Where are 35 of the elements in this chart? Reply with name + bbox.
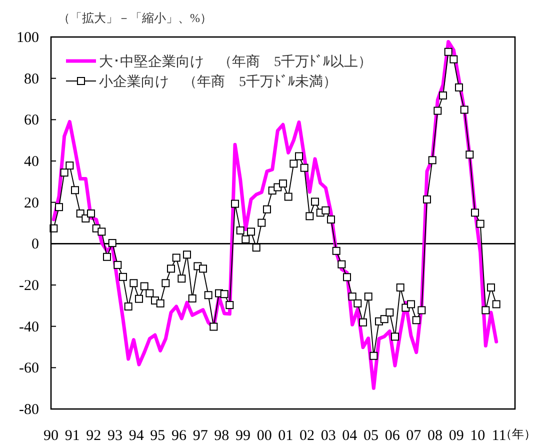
y-tick-label: 40 xyxy=(24,154,39,170)
y-tick-label: 80 xyxy=(24,71,39,88)
x-tick-label: 07 xyxy=(406,428,422,444)
x-tick-label: 02 xyxy=(300,428,314,444)
x-tick-label: 96 xyxy=(172,428,187,444)
y-tick-label: -40 xyxy=(19,319,39,336)
y-tick-label: -60 xyxy=(19,360,39,377)
x-tick-label: 08 xyxy=(428,428,442,444)
x-tick-label: 97 xyxy=(192,428,208,444)
x-tick-label: 05 xyxy=(364,428,378,444)
x-tick-label: 06 xyxy=(384,428,400,444)
x-tick-label: 04 xyxy=(342,428,358,444)
x-tick-label: 95 xyxy=(150,428,166,444)
y-tick-label: -20 xyxy=(19,278,39,294)
x-tick-label: 90 xyxy=(44,428,58,444)
y-tick-label: 100 xyxy=(16,30,39,46)
x-tick-label: 94 xyxy=(128,428,144,444)
legend-label: 小企業向け （年商 5千万ﾄﾞﾙ未満） xyxy=(99,74,337,90)
y-tick-label: 0 xyxy=(32,236,39,253)
x-tick-label: 00 xyxy=(256,428,272,444)
x-tick-label: 09 xyxy=(448,428,464,444)
y-axis-title: （「拡大」－「縮小」、%） xyxy=(58,11,212,25)
x-tick-label: 98 xyxy=(214,428,230,444)
x-tick-label: 11 xyxy=(492,428,506,444)
x-tick-label: 93 xyxy=(108,428,122,444)
x-tick-label: 99 xyxy=(236,428,250,444)
x-tick-label: 01 xyxy=(278,428,294,444)
y-tick-label: -80 xyxy=(19,402,39,418)
y-tick-label: 60 xyxy=(24,112,39,129)
y-tick-label: 20 xyxy=(24,195,39,212)
legend-label: 大･中堅企業向け （年商 5千万ﾄﾞﾙ以上） xyxy=(99,54,372,70)
x-tick-label: 91 xyxy=(64,428,80,444)
x-tick-label: 92 xyxy=(86,428,102,444)
x-tick-label: 10 xyxy=(470,428,486,444)
x-tick-label: 03 xyxy=(320,428,336,444)
